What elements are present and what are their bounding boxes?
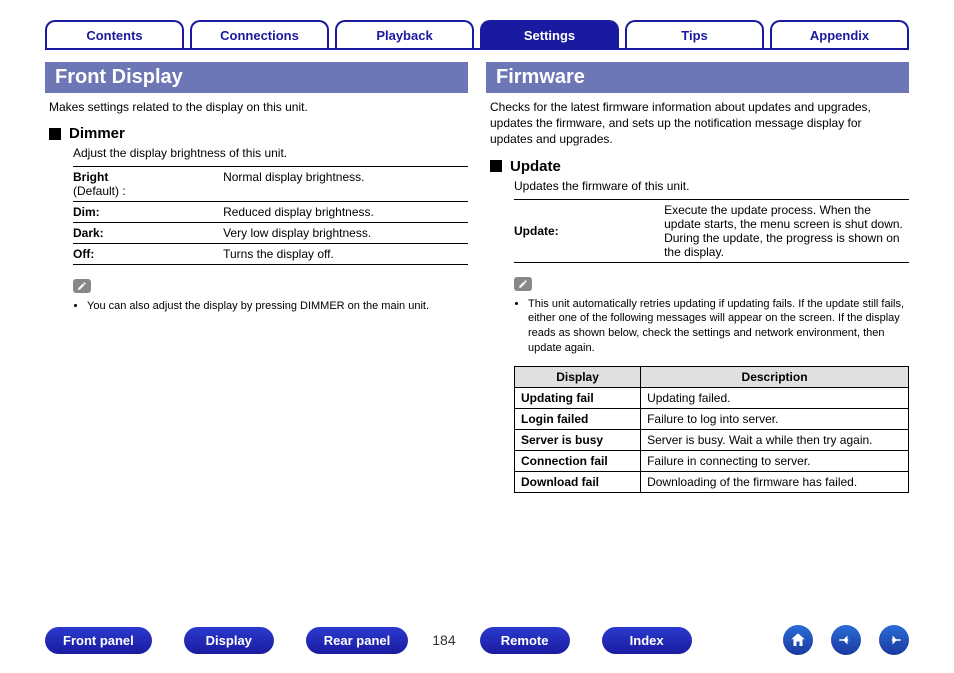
err-col-display: Display xyxy=(515,366,641,387)
option-desc: Reduced display brightness. xyxy=(223,202,468,223)
update-note-item: This unit automatically retries updating… xyxy=(528,297,909,356)
table-row: Updating failUpdating failed. xyxy=(515,387,909,408)
tab-settings[interactable]: Settings xyxy=(480,20,619,48)
option-desc: Turns the display off. xyxy=(223,244,468,265)
tab-playback[interactable]: Playback xyxy=(335,20,474,48)
tab-connections[interactable]: Connections xyxy=(190,20,329,48)
tab-appendix[interactable]: Appendix xyxy=(770,20,909,48)
top-tab-nav: ContentsConnectionsPlaybackSettingsTipsA… xyxy=(45,20,909,50)
remote-button[interactable]: Remote xyxy=(480,627,570,654)
table-row: Dark:Very low display brightness. xyxy=(73,223,468,244)
err-description: Updating failed. xyxy=(641,387,909,408)
dimmer-desc: Adjust the display brightness of this un… xyxy=(73,146,468,160)
err-description: Failure to log into server. xyxy=(641,408,909,429)
err-display: Updating fail xyxy=(515,387,641,408)
err-description: Failure in connecting to server. xyxy=(641,450,909,471)
update-desc: Updates the firmware of this unit. xyxy=(514,179,909,193)
display-button[interactable]: Display xyxy=(184,627,274,654)
table-row: Bright(Default) :Normal display brightne… xyxy=(73,167,468,202)
table-row: Connection failFailure in connecting to … xyxy=(515,450,909,471)
rear-panel-button[interactable]: Rear panel xyxy=(306,627,408,654)
update-title: Update xyxy=(510,158,561,175)
table-row: Download failDownloading of the firmware… xyxy=(515,471,909,492)
footer-nav: Front panel Display Rear panel 184 Remote I… xyxy=(45,625,909,655)
update-options-table: Update:Execute the update process. When … xyxy=(514,199,909,263)
option-name: Dim: xyxy=(73,202,223,223)
err-description: Downloading of the firmware has failed. xyxy=(641,471,909,492)
square-bullet-icon xyxy=(490,160,502,172)
err-description: Server is busy. Wait a while then try ag… xyxy=(641,429,909,450)
home-button[interactable] xyxy=(783,625,813,655)
option-name: Update: xyxy=(514,199,664,262)
dimmer-note: You can also adjust the display by press… xyxy=(87,299,468,314)
update-note: This unit automatically retries updating… xyxy=(528,297,909,356)
option-desc: Very low display brightness. xyxy=(223,223,468,244)
dimmer-options-table: Bright(Default) :Normal display brightne… xyxy=(73,166,468,265)
err-col-description: Description xyxy=(641,366,909,387)
tab-contents[interactable]: Contents xyxy=(45,20,184,48)
err-display: Server is busy xyxy=(515,429,641,450)
left-column: Front Display Makes settings related to … xyxy=(45,62,468,493)
option-desc: Normal display brightness. xyxy=(223,167,468,202)
table-row: Update:Execute the update process. When … xyxy=(514,199,909,262)
section-header-firmware: Firmware xyxy=(486,62,909,93)
dimmer-title: Dimmer xyxy=(69,125,125,142)
index-button[interactable]: Index xyxy=(602,627,692,654)
pencil-note-icon xyxy=(514,277,532,291)
table-row: Dim:Reduced display brightness. xyxy=(73,202,468,223)
square-bullet-icon xyxy=(49,128,61,140)
pencil-note-icon xyxy=(73,279,91,293)
err-display: Download fail xyxy=(515,471,641,492)
right-column: Firmware Checks for the latest firmware … xyxy=(486,62,909,493)
update-heading: Update xyxy=(490,158,909,175)
dimmer-note-item: You can also adjust the display by press… xyxy=(87,299,468,314)
table-row: Off:Turns the display off. xyxy=(73,244,468,265)
front-display-intro: Makes settings related to the display on… xyxy=(49,99,464,115)
firmware-intro: Checks for the latest firmware informati… xyxy=(490,99,905,148)
front-panel-button[interactable]: Front panel xyxy=(45,627,152,654)
option-desc: Execute the update process. When the upd… xyxy=(664,199,909,262)
option-name: Bright(Default) : xyxy=(73,167,223,202)
option-name: Off: xyxy=(73,244,223,265)
page-number: 184 xyxy=(426,632,461,648)
dimmer-heading: Dimmer xyxy=(49,125,468,142)
err-display: Login failed xyxy=(515,408,641,429)
section-header-front-display: Front Display xyxy=(45,62,468,93)
table-row: Login failedFailure to log into server. xyxy=(515,408,909,429)
error-messages-table: Display Description Updating failUpdatin… xyxy=(514,366,909,493)
prev-page-button[interactable] xyxy=(831,625,861,655)
table-row: Server is busyServer is busy. Wait a whi… xyxy=(515,429,909,450)
tab-tips[interactable]: Tips xyxy=(625,20,764,48)
next-page-button[interactable] xyxy=(879,625,909,655)
err-display: Connection fail xyxy=(515,450,641,471)
option-name: Dark: xyxy=(73,223,223,244)
